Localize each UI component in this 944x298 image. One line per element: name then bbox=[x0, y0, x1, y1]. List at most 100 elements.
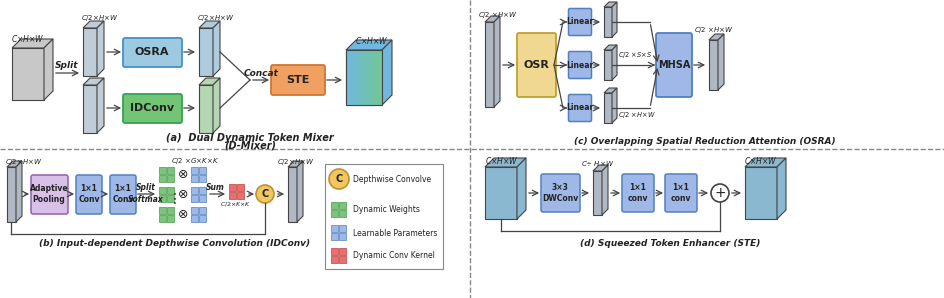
Polygon shape bbox=[346, 50, 381, 105]
Text: 3×3
DWConv: 3×3 DWConv bbox=[541, 183, 578, 203]
Polygon shape bbox=[603, 93, 612, 123]
FancyBboxPatch shape bbox=[31, 175, 68, 214]
Text: C: C bbox=[335, 174, 343, 184]
Bar bbox=[367, 50, 369, 105]
Text: $\otimes$: $\otimes$ bbox=[177, 168, 189, 181]
Polygon shape bbox=[7, 167, 16, 222]
Text: +: + bbox=[714, 186, 725, 200]
Bar bbox=[159, 215, 166, 222]
Bar bbox=[191, 215, 198, 222]
Text: MHSA: MHSA bbox=[657, 60, 689, 70]
Bar bbox=[330, 248, 338, 255]
Bar bbox=[357, 50, 359, 105]
Polygon shape bbox=[603, 88, 616, 93]
Polygon shape bbox=[83, 21, 104, 28]
Text: Adaptive
Pooling: Adaptive Pooling bbox=[29, 184, 68, 204]
FancyBboxPatch shape bbox=[568, 94, 591, 122]
Text: Softmax: Softmax bbox=[128, 195, 163, 204]
Bar bbox=[339, 202, 346, 209]
Text: $C/2$ $\times$$S$$\times$$S$: $C/2$ $\times$$S$$\times$$S$ bbox=[617, 50, 651, 60]
Polygon shape bbox=[199, 21, 220, 28]
Text: Linear: Linear bbox=[565, 60, 593, 69]
Bar bbox=[373, 50, 375, 105]
Bar bbox=[228, 184, 236, 191]
Text: C: C bbox=[261, 189, 268, 199]
FancyBboxPatch shape bbox=[123, 38, 182, 67]
Polygon shape bbox=[593, 165, 607, 171]
Bar bbox=[237, 184, 244, 191]
Text: $\otimes$: $\otimes$ bbox=[177, 189, 189, 201]
Text: Dynamic Weights: Dynamic Weights bbox=[353, 206, 419, 215]
Polygon shape bbox=[199, 28, 212, 76]
Polygon shape bbox=[603, 2, 616, 7]
FancyBboxPatch shape bbox=[110, 175, 136, 214]
Bar bbox=[330, 202, 338, 209]
Polygon shape bbox=[199, 85, 212, 133]
Bar bbox=[377, 50, 379, 105]
Bar bbox=[199, 175, 206, 182]
Text: OSR: OSR bbox=[523, 60, 548, 70]
FancyBboxPatch shape bbox=[540, 174, 580, 212]
Polygon shape bbox=[612, 88, 616, 123]
Text: $C/2$$\times$$H$$\times$$W$: $C/2$$\times$$H$$\times$$W$ bbox=[81, 13, 119, 23]
Polygon shape bbox=[212, 78, 220, 133]
Text: $C$$\times$$H$$\times$$W$: $C$$\times$$H$$\times$$W$ bbox=[11, 32, 44, 44]
Text: ⋮: ⋮ bbox=[168, 192, 182, 206]
Circle shape bbox=[710, 184, 728, 202]
Text: Learnable Parameters: Learnable Parameters bbox=[353, 229, 437, 238]
Polygon shape bbox=[288, 161, 303, 167]
Bar bbox=[167, 215, 174, 222]
Bar bbox=[358, 50, 361, 105]
Bar bbox=[237, 192, 244, 199]
Bar bbox=[360, 50, 362, 105]
Polygon shape bbox=[612, 45, 616, 80]
Text: 1×1
conv: 1×1 conv bbox=[670, 183, 690, 203]
Bar bbox=[339, 225, 346, 232]
Text: Linear: Linear bbox=[565, 103, 593, 113]
Bar bbox=[330, 225, 338, 232]
Bar bbox=[191, 167, 198, 174]
Text: Dynamic Conv Kernel: Dynamic Conv Kernel bbox=[353, 252, 434, 260]
Text: $C$$\times$$H$$\times$$W$: $C$$\times$$H$$\times$$W$ bbox=[355, 35, 388, 46]
Bar bbox=[378, 50, 380, 105]
Bar bbox=[369, 50, 371, 105]
Text: 1×1
conv: 1×1 conv bbox=[627, 183, 648, 203]
Text: STE: STE bbox=[286, 75, 310, 85]
Polygon shape bbox=[603, 7, 612, 37]
Bar bbox=[159, 167, 166, 174]
Polygon shape bbox=[612, 2, 616, 37]
Polygon shape bbox=[7, 161, 22, 167]
Polygon shape bbox=[16, 161, 22, 222]
Polygon shape bbox=[97, 21, 104, 76]
Bar bbox=[363, 50, 366, 105]
Bar bbox=[199, 207, 206, 214]
Polygon shape bbox=[97, 78, 104, 133]
Text: (b) Input-dependent Depthwise Convolution (IDConv): (b) Input-dependent Depthwise Convolutio… bbox=[40, 240, 311, 249]
Text: $C/2$$\times$$H$$\times$$W$: $C/2$$\times$$H$$\times$$W$ bbox=[5, 157, 42, 167]
Text: $C/2$ $\times$$H$$\times$$W$: $C/2$ $\times$$H$$\times$$W$ bbox=[693, 25, 733, 35]
Bar bbox=[330, 210, 338, 217]
Text: (D-Mixer): (D-Mixer) bbox=[224, 140, 276, 150]
Text: $C$$\times$$H$$\times$$W$: $C$$\times$$H$$\times$$W$ bbox=[484, 156, 518, 167]
Bar bbox=[159, 207, 166, 214]
Text: Concat: Concat bbox=[244, 69, 278, 77]
Bar bbox=[330, 256, 338, 263]
Text: $C/2$ $\times$$H$$\times$$W$: $C/2$ $\times$$H$$\times$$W$ bbox=[617, 110, 655, 120]
Bar bbox=[159, 195, 166, 202]
Bar bbox=[191, 195, 198, 202]
Polygon shape bbox=[346, 40, 392, 50]
Polygon shape bbox=[776, 158, 785, 219]
Text: 1×1
Conv: 1×1 Conv bbox=[112, 184, 134, 204]
Bar bbox=[355, 50, 357, 105]
Polygon shape bbox=[381, 40, 392, 105]
Polygon shape bbox=[484, 167, 516, 219]
Text: Split: Split bbox=[55, 61, 78, 71]
Bar bbox=[167, 167, 174, 174]
Polygon shape bbox=[603, 45, 616, 50]
Polygon shape bbox=[708, 40, 717, 90]
Polygon shape bbox=[516, 158, 526, 219]
Text: $C/2$ $\times$$G$$\times$$K$$\times$$K$: $C/2$ $\times$$G$$\times$$K$$\times$$K$ bbox=[171, 156, 219, 166]
Polygon shape bbox=[708, 34, 723, 40]
Bar bbox=[159, 175, 166, 182]
Polygon shape bbox=[593, 171, 601, 215]
